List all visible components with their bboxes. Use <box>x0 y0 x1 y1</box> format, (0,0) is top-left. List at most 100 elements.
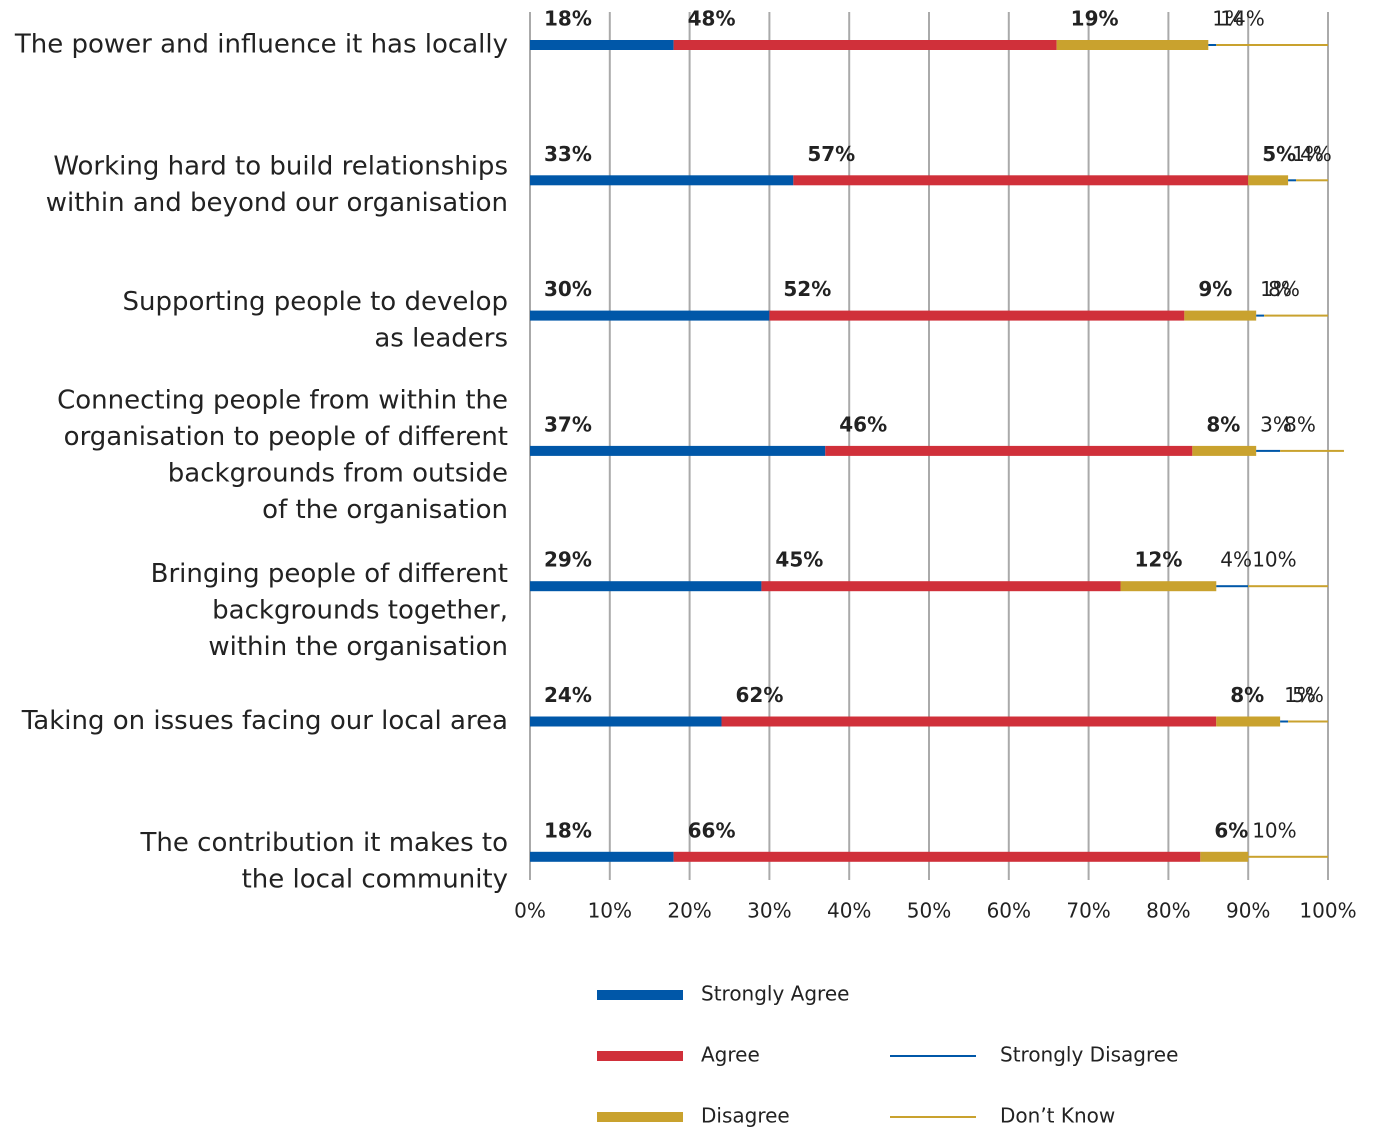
line-segment <box>1288 720 1328 723</box>
legend-label: Don’t Know <box>1000 1104 1115 1128</box>
bar-segment <box>825 445 1193 456</box>
value-label: 3% <box>1260 412 1292 436</box>
line-segment <box>1296 179 1328 182</box>
bar-segment <box>1120 581 1217 592</box>
value-label: 14% <box>1220 7 1264 31</box>
line-segment <box>1216 44 1328 46</box>
category-label: backgrounds together, <box>212 596 508 626</box>
bar-segment <box>530 175 794 186</box>
bar-segment <box>673 40 1057 50</box>
category-label: Taking on issues facing our local area <box>21 706 508 736</box>
line-segment <box>1264 314 1328 317</box>
line-segment <box>1256 314 1265 317</box>
bar-segment <box>1056 40 1209 50</box>
category-label: as leaders <box>374 323 508 353</box>
bar-segment <box>530 581 762 592</box>
value-label: 29% <box>544 548 592 572</box>
category-label: The power and influence it has locally <box>14 30 508 60</box>
value-label: 6% <box>1214 818 1248 842</box>
value-label: 52% <box>783 277 831 301</box>
legend-label: Agree <box>701 1043 760 1067</box>
value-label: 37% <box>544 412 592 436</box>
line-segment <box>1280 449 1344 452</box>
line-segment <box>1280 720 1289 723</box>
value-label: 18% <box>544 818 592 842</box>
bar-segment <box>530 310 770 321</box>
value-label: 4% <box>1220 548 1252 572</box>
bar-segment <box>1248 175 1289 186</box>
x-tick-label: 30% <box>747 899 791 923</box>
value-label: 8% <box>1284 412 1316 436</box>
bar-segment <box>1192 445 1257 456</box>
value-label: 46% <box>839 412 887 436</box>
x-tick-label: 60% <box>987 899 1031 923</box>
legend-label: Strongly Disagree <box>1000 1043 1178 1067</box>
legend-swatch <box>597 1112 683 1122</box>
legend-label: Strongly Agree <box>701 982 849 1006</box>
x-tick-label: 90% <box>1226 899 1270 923</box>
line-segment <box>1248 855 1328 858</box>
bar-segment <box>530 851 674 862</box>
category-label: Connecting people from within the <box>57 386 508 416</box>
value-label: 57% <box>807 142 855 166</box>
bar-segment <box>769 310 1185 321</box>
value-label: 1% <box>1292 142 1324 166</box>
value-label: 8% <box>1230 683 1264 707</box>
value-label: 12% <box>1135 548 1183 572</box>
bar-segment <box>530 445 826 456</box>
line-segment <box>1288 179 1297 182</box>
value-label: 19% <box>1071 7 1119 31</box>
value-label: 62% <box>736 683 784 707</box>
value-label: 1% <box>1260 277 1292 301</box>
legend-swatch <box>890 1116 976 1118</box>
category-label: within the organisation <box>208 632 508 662</box>
line-segment <box>1208 44 1217 46</box>
category-label: of the organisation <box>262 495 508 525</box>
legend-swatch <box>597 990 683 1000</box>
category-label: the local community <box>242 865 508 895</box>
bar-segment <box>530 40 674 50</box>
value-label: 24% <box>544 683 592 707</box>
bar-segment <box>1200 851 1249 862</box>
category-label: organisation to people of different <box>64 422 508 452</box>
value-label: 9% <box>1198 277 1232 301</box>
value-label: 33% <box>544 142 592 166</box>
legend-label: Disagree <box>701 1104 790 1128</box>
category-label: The contribution it makes to <box>140 828 508 858</box>
value-label: 5% <box>1292 683 1324 707</box>
value-label: 48% <box>688 7 736 31</box>
value-label: 10% <box>1252 818 1296 842</box>
x-tick-label: 40% <box>827 899 871 923</box>
value-label: 4% <box>1300 142 1332 166</box>
line-segment <box>1216 585 1249 588</box>
bar-segment <box>673 851 1201 862</box>
x-tick-label: 20% <box>667 899 711 923</box>
value-label: 8% <box>1268 277 1300 301</box>
bar-segment <box>1216 716 1281 727</box>
category-label: Bringing people of different <box>151 559 508 589</box>
x-tick-label: 50% <box>907 899 951 923</box>
value-label: 8% <box>1206 412 1240 436</box>
x-tick-label: 70% <box>1066 899 1110 923</box>
category-label: within and beyond our organisation <box>46 188 508 218</box>
bar-segment <box>721 716 1217 727</box>
line-segment <box>1256 449 1281 452</box>
value-label: 1% <box>1212 7 1244 31</box>
value-label: 5% <box>1262 142 1296 166</box>
x-tick-label: 0% <box>514 899 546 923</box>
legend-swatch <box>890 1055 976 1057</box>
legend-swatch <box>597 1051 683 1061</box>
line-segment <box>1248 585 1328 588</box>
value-label: 45% <box>775 548 823 572</box>
x-tick-label: 100% <box>1299 899 1356 923</box>
category-label: backgrounds from outside <box>168 459 508 489</box>
bar-segment <box>793 175 1249 186</box>
value-label: 66% <box>688 818 736 842</box>
x-tick-label: 10% <box>588 899 632 923</box>
x-tick-label: 80% <box>1146 899 1190 923</box>
value-label: 10% <box>1252 548 1296 572</box>
value-label: 1% <box>1284 683 1316 707</box>
category-label: Supporting people to develop <box>122 287 508 317</box>
value-label: 18% <box>544 7 592 31</box>
